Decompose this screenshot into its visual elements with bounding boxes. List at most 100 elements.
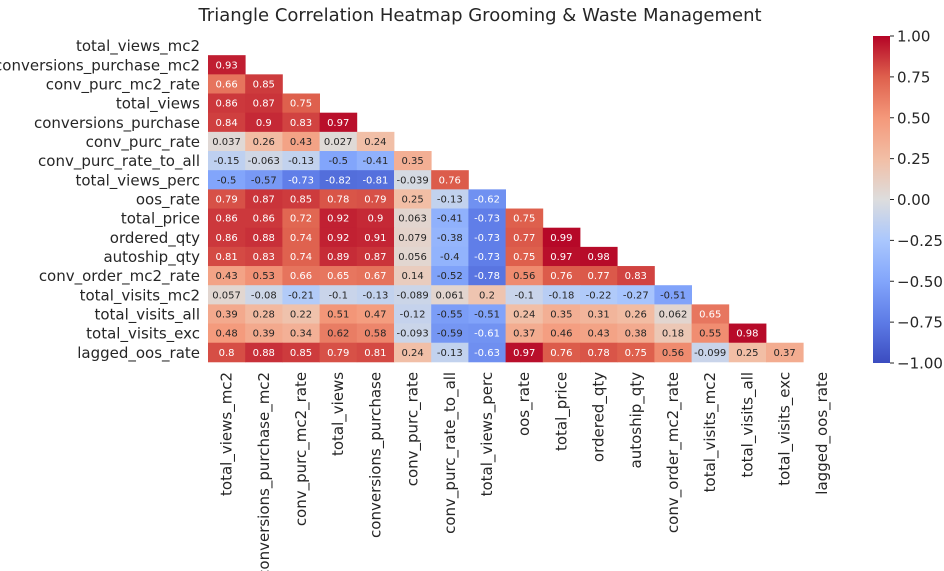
heatmap-cell xyxy=(356,227,395,248)
heatmap-cell xyxy=(654,285,692,305)
cell-value-label: 0.97 xyxy=(513,348,535,359)
heatmap-cell xyxy=(208,93,246,114)
heatmap-cell xyxy=(208,170,246,190)
colorbar-tick-label: 0.75 xyxy=(897,68,930,86)
heatmap-cell xyxy=(282,246,320,267)
heatmap-cell xyxy=(245,208,283,229)
heatmap-cell xyxy=(245,342,283,363)
heatmap-cell xyxy=(208,55,246,75)
cell-value-label: 0.55 xyxy=(699,329,721,340)
row-label: lagged_oos_rate xyxy=(77,344,200,363)
heatmap-cell xyxy=(505,266,544,286)
cell-value-label: -0.063 xyxy=(248,156,280,167)
heatmap-cell xyxy=(431,170,469,190)
cell-value-label: 0.46 xyxy=(550,329,572,340)
cell-value-label: 0.063 xyxy=(398,214,427,225)
heatmap-cell xyxy=(356,323,395,344)
cell-value-label: -0.41 xyxy=(362,156,388,167)
cell-value-label: 0.18 xyxy=(662,329,684,340)
cell-value-label: -0.093 xyxy=(396,329,428,340)
cell-value-label: 0.43 xyxy=(215,271,237,282)
cell-value-label: 0.66 xyxy=(290,271,312,282)
column-label: ordered_qty xyxy=(590,372,609,462)
cell-value-label: 0.87 xyxy=(253,194,275,205)
row-label: conv_purc_rate_to_all xyxy=(38,152,200,171)
cell-value-label: -0.57 xyxy=(251,175,277,186)
heatmap-cell xyxy=(468,189,506,209)
heatmap-cell xyxy=(319,208,358,229)
heatmap-cell xyxy=(282,131,320,152)
heatmap-cell xyxy=(617,285,655,305)
cell-value-label: 0.062 xyxy=(659,309,688,320)
cell-value-label: 0.89 xyxy=(327,252,349,263)
heatmap-cell xyxy=(580,323,618,344)
heatmap-cell xyxy=(245,74,283,94)
cell-value-label: 0.43 xyxy=(290,137,312,148)
cell-value-label: 0.057 xyxy=(212,290,241,301)
cell-value-label: 0.86 xyxy=(253,214,275,225)
cell-value-label: -0.089 xyxy=(396,290,428,301)
heatmap-cell xyxy=(505,323,544,344)
heatmap-cell xyxy=(431,246,469,267)
cell-value-label: 0.24 xyxy=(401,348,423,359)
cell-value-label: 0.88 xyxy=(253,348,275,359)
colorbar-tick-label: 0.50 xyxy=(897,109,930,127)
cell-value-label: 0.62 xyxy=(327,329,349,340)
column-label: conv_purc_rate xyxy=(404,372,423,486)
cell-value-label: -0.78 xyxy=(474,271,500,282)
heatmap-cell xyxy=(356,285,395,305)
heatmap-cell xyxy=(431,285,469,305)
cell-value-label: 0.35 xyxy=(401,156,423,167)
cell-value-label: 0.25 xyxy=(736,348,758,359)
heatmap-cell xyxy=(468,323,506,344)
cell-value-label: 0.79 xyxy=(215,194,237,205)
cell-value-label: -0.82 xyxy=(325,175,351,186)
heatmap-cell xyxy=(282,342,320,363)
cell-value-label: 0.28 xyxy=(253,309,275,320)
cell-value-label: -0.13 xyxy=(288,156,314,167)
heatmap-cell xyxy=(282,208,320,229)
column-label: total_visits_exc xyxy=(776,372,795,486)
row-label: total_price xyxy=(121,210,200,229)
heatmap-cell xyxy=(208,74,246,94)
heatmap-cell xyxy=(319,342,358,363)
heatmap-cell xyxy=(282,304,320,324)
cell-value-label: -0.12 xyxy=(400,309,426,320)
cell-value-label: 0.87 xyxy=(364,252,386,263)
cell-value-label: 0.26 xyxy=(253,137,275,148)
heatmap-cell xyxy=(208,227,246,248)
heatmap-cell xyxy=(468,246,506,267)
heatmap-cell xyxy=(431,227,469,248)
cell-value-label: 0.47 xyxy=(364,309,386,320)
cell-value-label: -0.73 xyxy=(288,175,314,186)
heatmap-cell xyxy=(319,266,358,286)
row-label: total_views_mc2 xyxy=(76,37,200,56)
heatmap-cell xyxy=(356,266,395,286)
column-label: total_price xyxy=(552,372,571,451)
cell-value-label: -0.099 xyxy=(694,348,726,359)
heatmap-cell xyxy=(208,189,246,209)
heatmap-cell xyxy=(208,208,246,229)
heatmap-cell xyxy=(580,285,618,305)
colorbar-tick-label: −0.75 xyxy=(897,314,943,332)
heatmap-cell xyxy=(691,304,730,324)
heatmap-cell xyxy=(468,208,506,229)
heatmap-cell xyxy=(468,227,506,248)
heatmap-cell xyxy=(654,304,692,324)
heatmap-cell xyxy=(394,285,432,305)
heatmap-cell xyxy=(282,170,320,190)
cell-value-label: 0.67 xyxy=(364,271,386,282)
cell-value-label: -0.61 xyxy=(474,329,500,340)
heatmap-cell xyxy=(431,189,469,209)
cell-value-label: 0.85 xyxy=(253,79,275,90)
cell-value-label: 0.84 xyxy=(215,118,237,129)
cell-value-label: -0.08 xyxy=(251,290,277,301)
cell-value-label: -0.22 xyxy=(586,290,612,301)
cell-value-label: 0.83 xyxy=(253,252,275,263)
heatmap-cell xyxy=(468,304,506,324)
column-label: lagged_oos_rate xyxy=(813,372,832,495)
heatmap-cell xyxy=(394,189,432,209)
heatmap-cell xyxy=(468,285,506,305)
heatmap-cell xyxy=(542,342,581,363)
column-label: total_visits_all xyxy=(738,372,757,478)
